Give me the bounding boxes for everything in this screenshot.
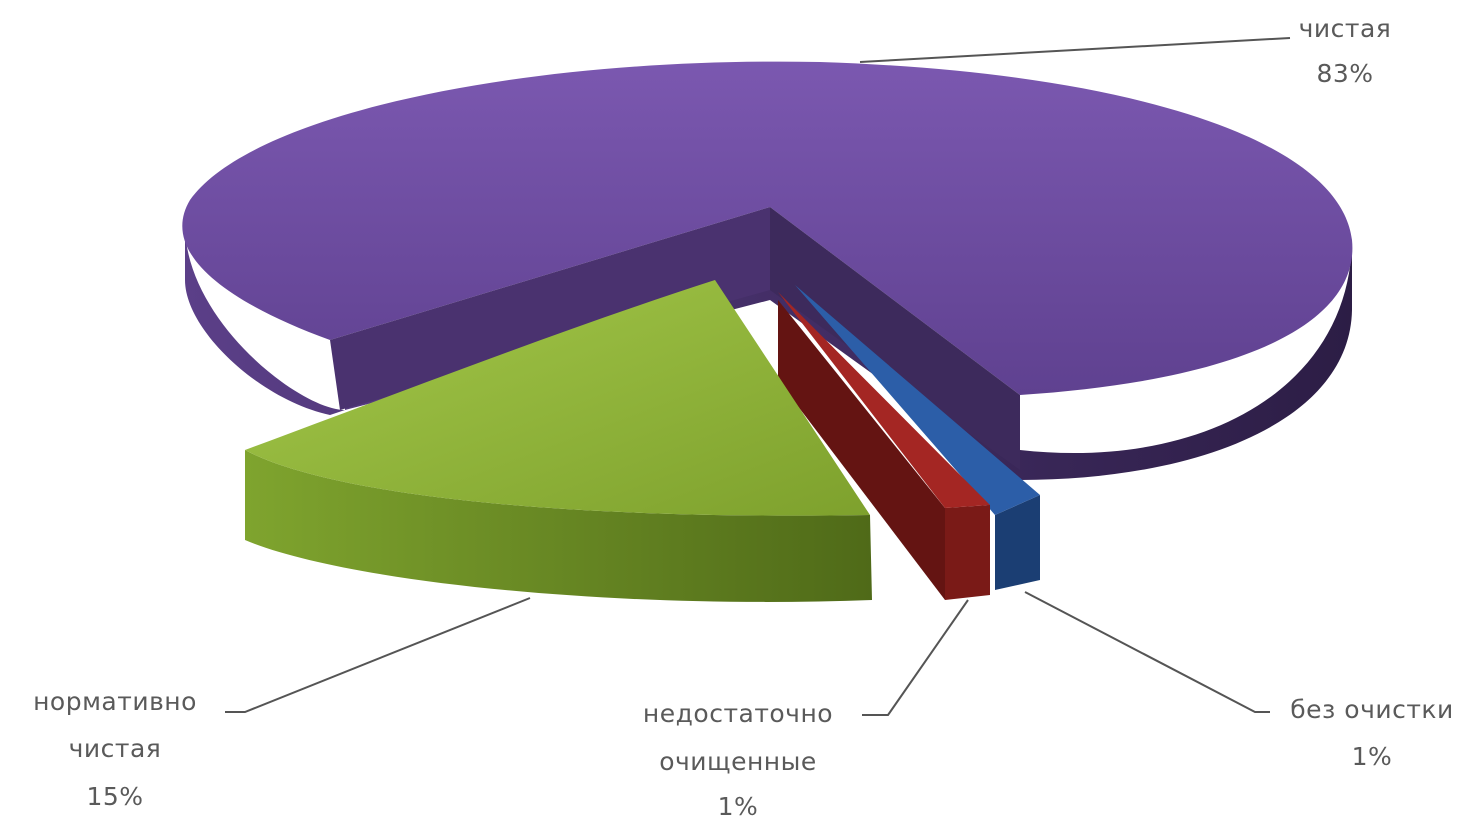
label-nedostatochno-line-1: недостаточно	[643, 699, 833, 728]
slice-chistaya-cut-right	[770, 207, 1020, 470]
label-bez-ochistki-line-1: без очистки	[1290, 695, 1454, 724]
slice-nedostatochno-top	[778, 292, 990, 508]
slice-nedostatochno	[778, 292, 990, 600]
slice-chistaya-cut-left	[330, 207, 770, 410]
label-nedostatochno-line-3: 1%	[718, 792, 759, 821]
slice-bez-ochistki-top	[795, 285, 1040, 515]
leader-line-normativno	[225, 597, 531, 713]
label-nedostatochno-line-2: очищенные	[659, 747, 817, 776]
label-chistaya-line-2: 83%	[1316, 59, 1373, 88]
leader-line-chistaya	[859, 37, 1291, 63]
label-nedostatochno: недостаточно очищенные 1%	[643, 699, 833, 821]
label-chistaya-line-1: чистая	[1299, 14, 1392, 43]
slice-normativno-top	[245, 280, 870, 516]
slice-chistaya	[182, 61, 1353, 480]
leader-line-nedostatochno	[862, 599, 969, 716]
leader-line-bez-ochistki	[1024, 591, 1270, 713]
slice-bez-ochistki-side	[995, 495, 1040, 590]
label-normativno-line-3: 15%	[86, 782, 143, 811]
label-normativno-line-2: чистая	[69, 734, 162, 763]
slice-chistaya-top	[182, 61, 1353, 396]
label-normativno-line-1: нормативно	[33, 687, 197, 716]
label-normativno: нормативно чистая 15%	[33, 687, 197, 811]
slice-normativno-side	[245, 450, 872, 602]
slice-normativno	[245, 280, 872, 602]
label-bez-ochistki-line-2: 1%	[1352, 742, 1393, 771]
slice-bez-ochistki	[795, 285, 1040, 590]
label-chistaya: чистая 83%	[1299, 14, 1392, 88]
label-bez-ochistki: без очистки 1%	[1290, 695, 1454, 771]
slice-nedostatochno-inner	[778, 300, 945, 600]
slice-nedostatochno-side	[945, 505, 990, 600]
